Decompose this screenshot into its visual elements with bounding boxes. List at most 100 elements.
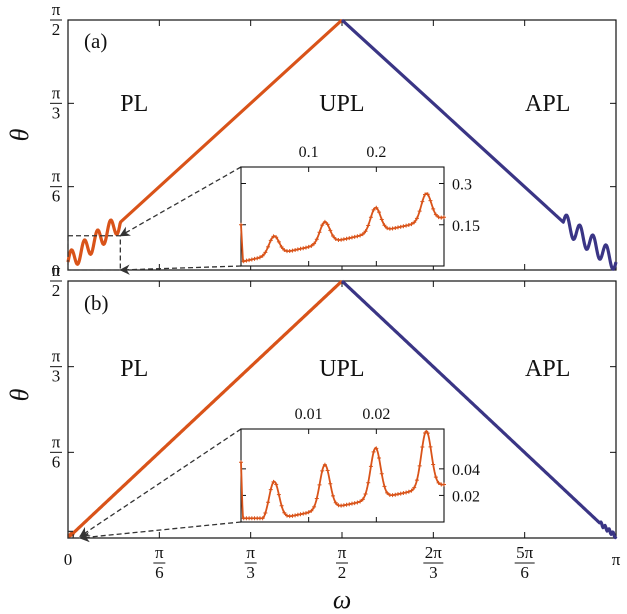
inset-marker-b-280 (428, 444, 433, 449)
zoom-box-a (67, 235, 121, 271)
inset-marker-a-160 (347, 236, 352, 241)
xtick-den-4: 3 (429, 563, 438, 582)
inset-marker-a-52 (274, 235, 279, 240)
inset-marker-b-200 (374, 446, 379, 451)
zoom-arrow-bottom-a (119, 264, 242, 275)
inset-marker-a-0 (239, 222, 243, 227)
inset-marker-a-12 (247, 258, 252, 263)
inset-marker-b-76 (290, 513, 295, 518)
ytick-label-a-1-num: π (52, 83, 61, 102)
inset-marker-a-16 (249, 257, 254, 262)
xtick-den-5: 6 (520, 563, 529, 582)
inset-marker-b-48 (271, 479, 276, 484)
inset-marker-a-280 (428, 198, 433, 203)
inset-marker-b-104 (309, 508, 314, 513)
inset-marker-b-164 (349, 501, 354, 506)
series-line-b-apl (340, 279, 618, 540)
inset-marker-a-236 (398, 224, 403, 229)
panel-label-a: (a) (84, 29, 107, 53)
ytick-label-a-3: 0 (52, 261, 61, 280)
inset-marker-a-268 (420, 199, 425, 204)
ytick-label-a-0-num: π (52, 0, 61, 19)
inset-marker-b-68 (285, 513, 290, 518)
ytick-label-b-2-num: π (52, 432, 61, 451)
inset-marker-a-96 (303, 245, 308, 250)
inset-marker-b-84 (295, 512, 300, 517)
inset-xtick-label-b-0: 0.01 (295, 406, 323, 423)
series-line-a-apl (340, 18, 618, 271)
inset-marker-a-132 (328, 228, 333, 233)
y-axis-label-a: θ (5, 128, 34, 141)
inset-marker-a-8 (244, 258, 249, 263)
inset-marker-a-196 (371, 207, 376, 212)
inset-marker-a-100 (306, 244, 311, 249)
inset-marker-b-100 (306, 510, 311, 515)
inset-marker-b-216 (385, 490, 390, 495)
inset-marker-a-172 (355, 234, 360, 239)
inset-marker-b-156 (344, 502, 349, 507)
inset-marker-a-284 (431, 206, 436, 211)
inset-marker-b-120 (320, 468, 325, 473)
inset-marker-b-196 (371, 449, 376, 454)
inset-marker-b-96 (303, 511, 308, 516)
inset-marker-a-156 (344, 236, 349, 241)
inset-marker-a-20 (252, 256, 257, 261)
series-line-a-pl (66, 18, 344, 266)
ytick-label-b-1: π3 (50, 347, 62, 386)
inset-marker-b-160 (347, 502, 352, 507)
inset-marker-a-88 (298, 246, 303, 251)
inset-marker-b-248 (406, 489, 411, 494)
inset-marker-b-264 (417, 463, 422, 468)
inset-marker-a-80 (293, 247, 298, 252)
inset-marker-a-40 (266, 244, 271, 249)
inset-marker-a-124 (322, 219, 327, 224)
inset-marker-a-44 (268, 238, 273, 243)
inset-marker-b-152 (341, 503, 346, 508)
inset-marker-b-112 (314, 496, 319, 501)
ytick-label-b-0-num: π (52, 261, 61, 280)
inset-ytick-label-a-1: 0.15 (452, 218, 480, 235)
inset-marker-a-48 (271, 234, 276, 239)
xtick-num-5: 5π (516, 543, 534, 562)
xtick-label-b-4: 2π3 (423, 543, 444, 582)
inset-marker-a-120 (320, 223, 325, 228)
inset-marker-a-180 (360, 232, 365, 237)
inset-marker-a-60 (279, 244, 284, 249)
region-label-b-apl: APL (525, 356, 570, 382)
inset-marker-b-252 (409, 488, 414, 493)
inset-frame-b (240, 428, 445, 523)
inset-marker-a-92 (301, 246, 306, 251)
inset-marker-a-260 (414, 216, 419, 221)
inset-marker-b-180 (360, 497, 365, 502)
inset-marker-b-240 (401, 491, 406, 496)
zoom-arrow-top-b (79, 428, 242, 538)
ytick-label-a-0-den: 2 (52, 20, 61, 39)
inset-marker-b-88 (298, 512, 303, 517)
ytick-label-a-1: π3 (50, 83, 62, 122)
inset-xtick-label-a-0: 0.1 (299, 144, 319, 161)
inset-marker-a-252 (409, 222, 414, 227)
inset-marker-a-276 (425, 192, 430, 197)
ytick-label-a-2: π6 (50, 167, 62, 206)
inset-marker-a-56 (276, 239, 281, 244)
inset-marker-a-112 (314, 237, 319, 242)
panel-label-b: (b) (84, 291, 109, 315)
inset-marker-a-244 (404, 223, 409, 228)
inset-marker-b-80 (293, 513, 298, 518)
inset-marker-a-228 (393, 226, 398, 231)
inset-marker-b-136 (331, 493, 336, 498)
zoom-arrow-bottom-b (78, 521, 242, 543)
ytick-label-b-1-den: 3 (52, 367, 61, 386)
inset-marker-b-184 (363, 491, 368, 496)
region-label-a-apl: APL (525, 91, 570, 117)
inset-marker-a-164 (349, 235, 354, 240)
inset-marker-a-232 (395, 225, 400, 230)
inset-marker-a-256 (412, 220, 417, 225)
inset-marker-a-64 (282, 248, 287, 253)
inset-marker-b-140 (333, 500, 338, 505)
inset-marker-b-232 (395, 492, 400, 497)
inset-marker-a-76 (290, 248, 295, 253)
inset-marker-a-224 (390, 226, 395, 231)
